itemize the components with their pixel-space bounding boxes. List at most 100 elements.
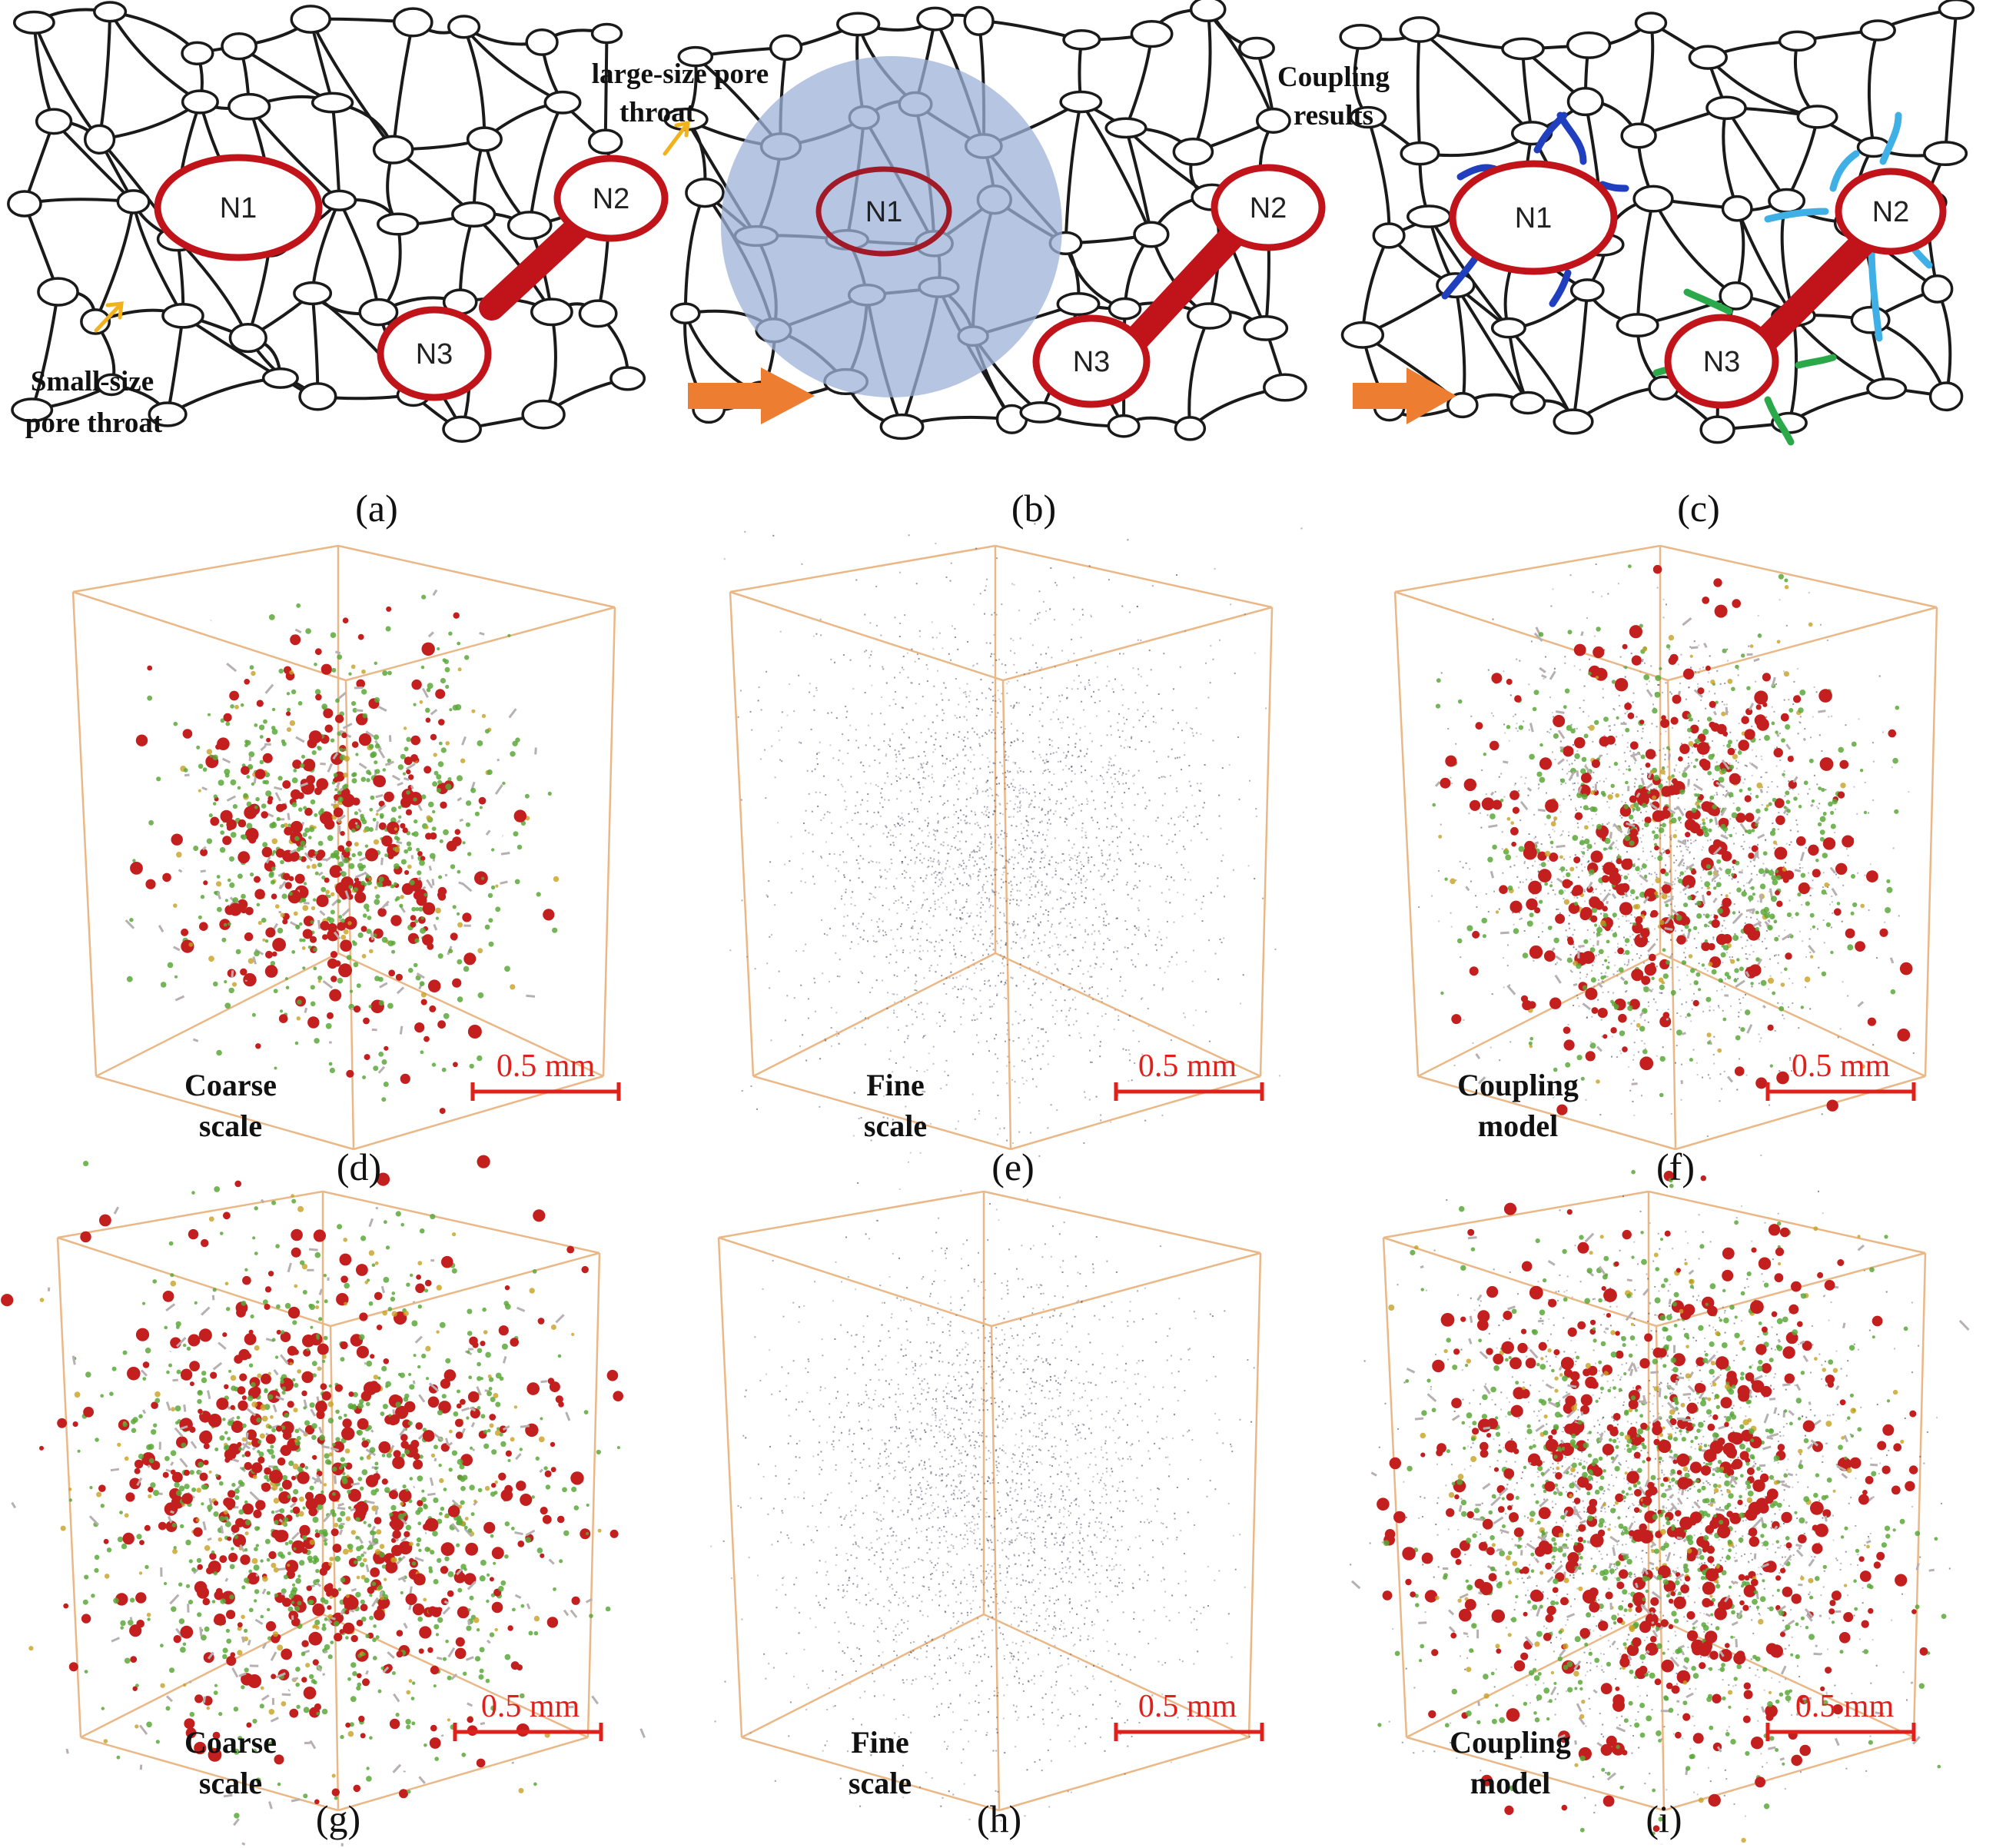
fine-pore-point (928, 1052, 930, 1055)
fine-pore-point (1009, 800, 1011, 802)
fine-pore-point (1468, 813, 1470, 815)
fine-pore-point (1001, 733, 1004, 735)
fine-pore-point (1207, 696, 1210, 699)
fine-pore-point (919, 877, 922, 879)
fine-pore-point (1004, 788, 1006, 790)
fine-pore-point (1208, 939, 1211, 942)
fine-pore-point (1727, 834, 1729, 836)
fine-pore-point (973, 972, 975, 974)
fine-pore-point (945, 867, 947, 869)
fine-pore-point (1812, 879, 1814, 882)
fine-pore-point (1503, 957, 1504, 959)
fine-pore-point (842, 925, 845, 927)
throat-point (224, 899, 228, 902)
fine-pore-point (914, 949, 916, 952)
fine-pore-point (1465, 862, 1467, 864)
fine-pore-point (1059, 760, 1061, 763)
fine-pore-point (1047, 920, 1049, 922)
pore-point (247, 958, 254, 964)
fine-pore-point (1682, 864, 1685, 866)
fine-pore-point (1013, 583, 1015, 586)
fine-pore-point (986, 897, 988, 899)
fine-pore-point (1702, 1010, 1705, 1012)
fine-pore-point (1666, 781, 1668, 783)
fine-pore-point (1144, 935, 1147, 937)
large-pore-sphere (430, 832, 437, 840)
fine-pore-point (875, 861, 878, 863)
fine-pore-point (1707, 681, 1709, 683)
fine-pore-point (1079, 739, 1081, 741)
fine-pore-point (1673, 768, 1676, 770)
fine-pore-point (1524, 860, 1526, 863)
fine-pore-point (878, 748, 881, 750)
fine-pore-point (887, 992, 889, 994)
fine-pore-point (1048, 738, 1051, 740)
throat-point (230, 832, 237, 838)
fine-pore-point (911, 682, 913, 684)
fine-pore-point (970, 761, 971, 763)
fine-pore-point (973, 1014, 975, 1016)
fine-pore-point (869, 665, 871, 667)
coarse-pore-cloud (125, 589, 560, 1115)
fine-pore-point (1138, 769, 1140, 772)
throat-point (200, 895, 205, 899)
throat-point (271, 729, 278, 735)
fine-pore-point (927, 816, 929, 819)
throat-point (294, 1041, 299, 1045)
throat-point (400, 859, 407, 865)
fine-pore-point (855, 740, 857, 742)
small-pore (1349, 105, 1387, 129)
fine-pore-point (1534, 860, 1536, 863)
pore-point (301, 946, 306, 950)
fine-pore-point (1003, 996, 1005, 999)
fine-pore-point (1071, 949, 1074, 951)
fine-pore-point (1647, 1001, 1649, 1003)
fine-pore-point (925, 845, 927, 847)
fine-pore-point (778, 970, 780, 972)
large-pore-sphere (437, 1020, 446, 1029)
throat-point (218, 779, 224, 786)
pore-point (394, 846, 400, 853)
fine-pore-point (1161, 989, 1164, 991)
large-pore-sphere (304, 807, 313, 816)
fine-pore-point (970, 878, 971, 880)
fine-pore-point (1141, 740, 1143, 742)
fine-pore-point (1167, 823, 1170, 825)
throat-point (380, 815, 384, 819)
throat-segment (461, 736, 467, 746)
fine-pore-point (1028, 897, 1031, 899)
fine-pore-point (871, 684, 873, 686)
throat-point (516, 844, 523, 850)
fine-pore-point (1090, 650, 1092, 652)
fine-pore-point (1491, 712, 1493, 714)
cube-edge (729, 591, 755, 1077)
fine-pore-point (893, 1009, 895, 1012)
fine-pore-point (1012, 1040, 1015, 1042)
fine-pore-point (866, 799, 868, 802)
throat-segment (332, 752, 339, 760)
fine-pore-point (1023, 826, 1025, 829)
fine-pore-point (986, 880, 988, 882)
fine-pore-point (1184, 1016, 1186, 1019)
fine-pore-point (969, 690, 971, 693)
fine-pore-point (1808, 872, 1809, 874)
large-pore-sphere (439, 1108, 446, 1115)
fine-pore-point (1485, 793, 1487, 795)
fine-pore-point (1051, 856, 1053, 858)
fine-pore-point (1144, 712, 1146, 714)
pore-point (375, 813, 379, 816)
fine-pore-point (1143, 862, 1144, 864)
fine-pore-point (1023, 846, 1025, 849)
fine-pore-point (1514, 783, 1516, 785)
fine-pore-point (1182, 811, 1184, 813)
fine-pore-point (1052, 507, 1054, 510)
fine-pore-point (1081, 823, 1084, 825)
fine-pore-point (795, 950, 797, 952)
fine-pore-point (908, 1004, 909, 1006)
fine-pore-point (1041, 850, 1044, 853)
throat-point (419, 859, 425, 866)
fine-pore-point (1564, 656, 1566, 658)
fine-pore-point (965, 815, 968, 817)
fine-pore-point (816, 753, 818, 755)
fine-pore-point (984, 833, 986, 836)
